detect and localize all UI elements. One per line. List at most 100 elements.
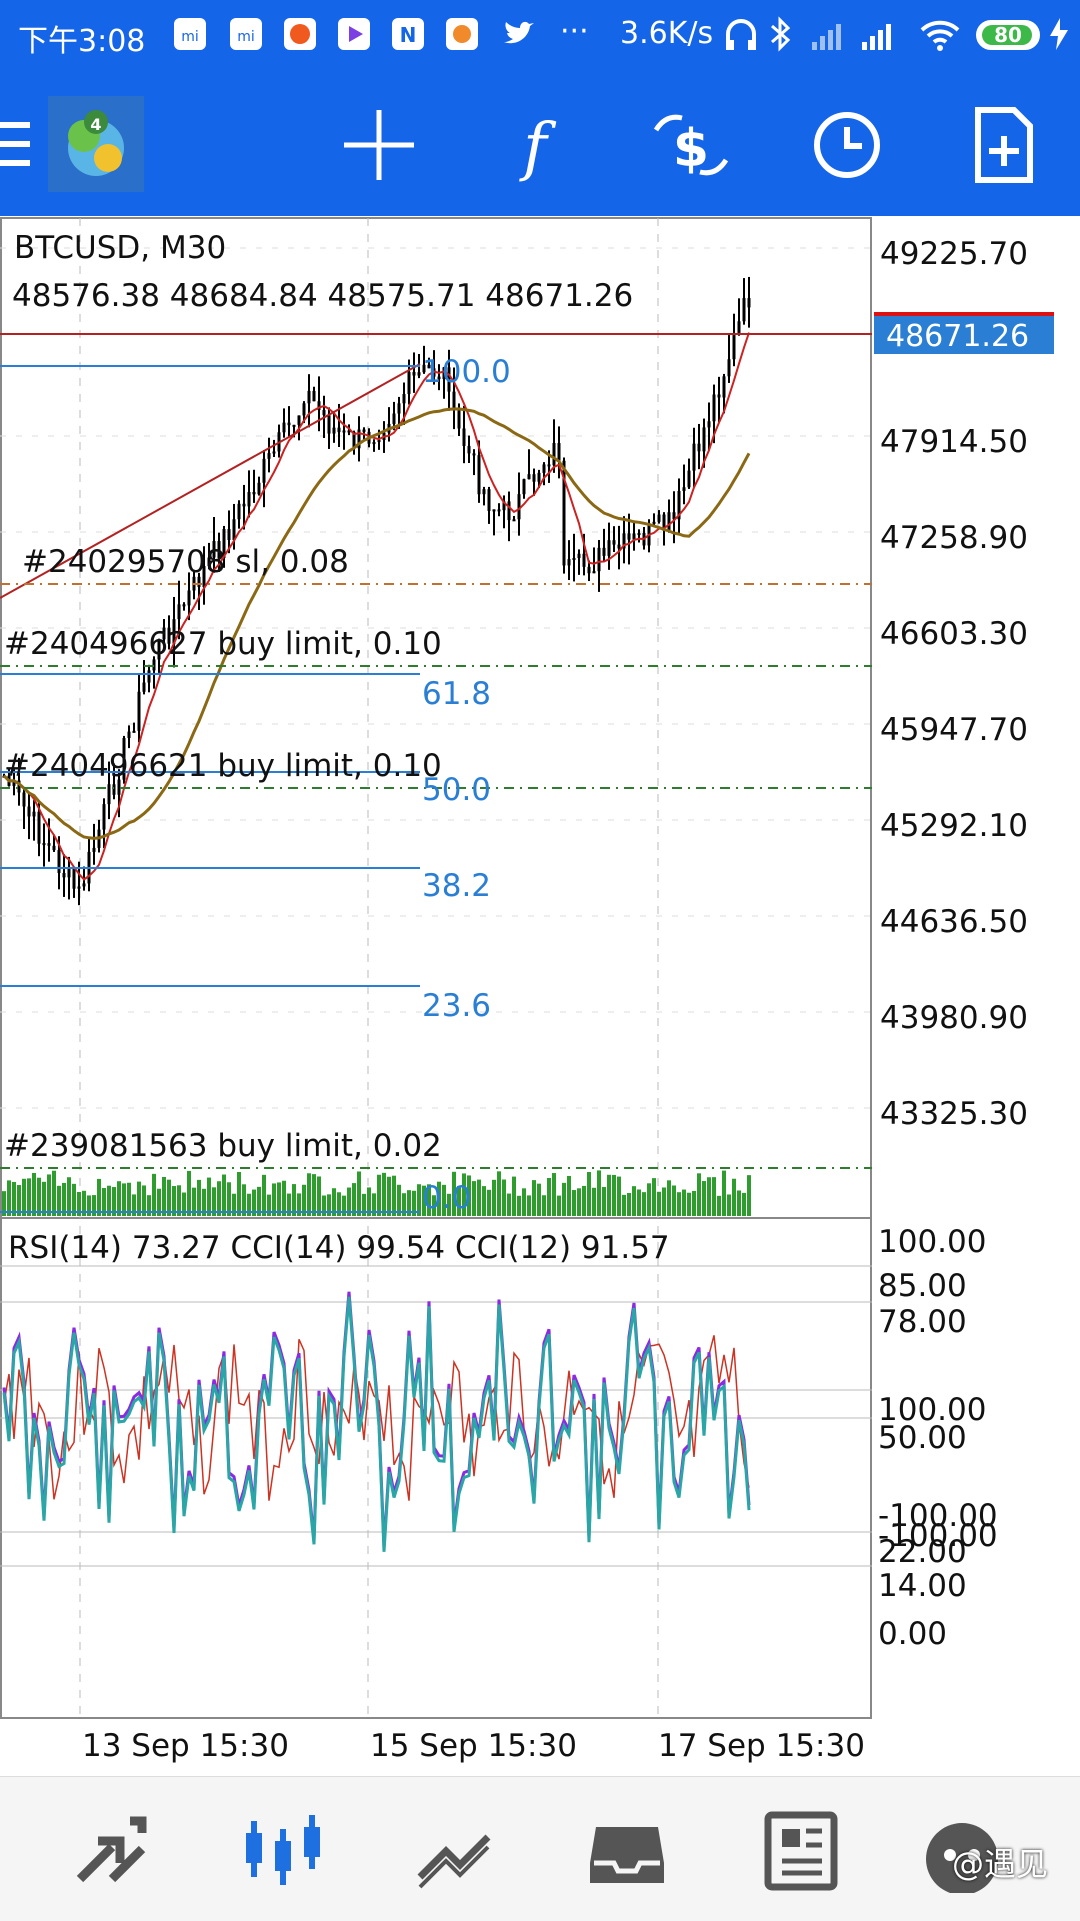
candle-body bbox=[407, 371, 411, 395]
volume-bar bbox=[592, 1187, 596, 1216]
indicator-tick: 0.00 bbox=[878, 1616, 947, 1652]
candle-body bbox=[157, 639, 161, 660]
candle-body bbox=[372, 442, 376, 445]
chart-candles-icon[interactable] bbox=[240, 1807, 326, 1893]
status-bar: 下午3:08 mi mi N ··· 3.6K/s 80 bbox=[0, 0, 1080, 72]
volume-bar bbox=[7, 1180, 11, 1216]
volume-bar bbox=[387, 1176, 391, 1216]
watermark: @遇见 bbox=[952, 1845, 1049, 1883]
volume-bar bbox=[622, 1194, 626, 1216]
candle-body bbox=[162, 627, 166, 640]
volume-bar bbox=[382, 1172, 386, 1216]
price-tick: 45947.70 bbox=[880, 712, 1028, 748]
clock-icon[interactable] bbox=[802, 100, 892, 190]
volume-bar bbox=[647, 1183, 651, 1216]
volume-bar bbox=[237, 1172, 241, 1216]
crosshair-icon[interactable] bbox=[334, 100, 424, 190]
menu-icon[interactable] bbox=[0, 116, 32, 172]
indicator-tick: 50.00 bbox=[878, 1420, 967, 1456]
candle-body bbox=[612, 540, 616, 545]
candle-body bbox=[617, 544, 621, 549]
volume-bar bbox=[602, 1187, 606, 1216]
volume-bar bbox=[442, 1184, 446, 1216]
chart-frame bbox=[0, 217, 872, 1719]
candle-body bbox=[447, 367, 451, 392]
candle-body bbox=[222, 529, 226, 559]
volume-bars bbox=[2, 1170, 751, 1216]
chart-area[interactable]: 48671.26 BTCUSD, M30 48576.38 48684.84 4… bbox=[0, 216, 1080, 1776]
candle-body bbox=[62, 873, 66, 878]
volume-bar bbox=[417, 1184, 421, 1216]
candle-body bbox=[742, 298, 746, 322]
candle-body bbox=[337, 427, 341, 433]
volume-bar bbox=[92, 1195, 96, 1216]
candle-body bbox=[132, 730, 136, 733]
volume-bar bbox=[102, 1188, 106, 1216]
indicator-header: RSI(14) 73.27 CCI(14) 99.54 CCI(12) 91.5… bbox=[8, 1230, 670, 1266]
wifi-icon bbox=[920, 20, 960, 51]
candle-body bbox=[272, 451, 276, 454]
new-order-icon[interactable] bbox=[958, 100, 1048, 190]
candle-body bbox=[422, 364, 426, 373]
candle-body bbox=[242, 503, 246, 507]
volume-bar bbox=[37, 1177, 41, 1216]
volume-bar bbox=[207, 1177, 211, 1216]
bird-app-icon bbox=[446, 18, 478, 50]
volume-bar bbox=[362, 1193, 366, 1216]
candle-body bbox=[362, 429, 366, 432]
candle-body bbox=[707, 421, 711, 428]
candle-body bbox=[552, 443, 556, 466]
trade-arrows-icon[interactable] bbox=[68, 1807, 154, 1893]
candle-body bbox=[722, 376, 726, 398]
volume-bar bbox=[597, 1170, 601, 1216]
volume-bar bbox=[472, 1181, 476, 1216]
cci14-line bbox=[2, 1291, 751, 1547]
price-chart[interactable]: 48671.26 BTCUSD, M30 48576.38 48684.84 4… bbox=[0, 216, 1080, 1776]
candle-body bbox=[317, 401, 321, 411]
volume-bar bbox=[107, 1185, 111, 1216]
candle-body bbox=[457, 409, 461, 429]
community-icon[interactable] bbox=[920, 1807, 1000, 1893]
news-icon[interactable] bbox=[756, 1807, 842, 1893]
inbox-icon[interactable] bbox=[584, 1807, 670, 1893]
candle-body bbox=[637, 533, 641, 536]
candle-body bbox=[22, 792, 26, 807]
volume-bar bbox=[352, 1183, 356, 1216]
candle-body bbox=[307, 390, 311, 404]
candle-body bbox=[687, 470, 691, 488]
time-tick: 17 Sep 15:30 bbox=[658, 1728, 865, 1764]
volume-bar bbox=[57, 1185, 61, 1216]
candle-body bbox=[312, 390, 316, 402]
svg-text:mi: mi bbox=[237, 29, 255, 45]
trade-icon[interactable]: $ bbox=[646, 100, 736, 190]
candle-body bbox=[52, 845, 56, 851]
trend-icon[interactable] bbox=[412, 1807, 498, 1893]
candle-body bbox=[262, 458, 266, 483]
candle-body bbox=[607, 540, 611, 556]
candle-body bbox=[247, 491, 251, 507]
volume-bar bbox=[507, 1193, 511, 1216]
volume-bar bbox=[457, 1185, 461, 1216]
candle-body bbox=[622, 533, 626, 549]
volume-bar bbox=[697, 1173, 701, 1216]
price-tick: 43980.90 bbox=[880, 1000, 1028, 1036]
candle-body bbox=[712, 394, 716, 422]
function-icon[interactable]: f bbox=[490, 100, 580, 190]
volume-bar bbox=[77, 1191, 81, 1216]
candle-body bbox=[17, 780, 21, 793]
volume-bar bbox=[437, 1181, 441, 1216]
price-axis: 49225.70 47914.50 47258.90 46603.30 4594… bbox=[880, 236, 1028, 1132]
volume-bar bbox=[657, 1191, 661, 1216]
candle-body bbox=[557, 443, 561, 461]
price-tick: 49225.70 bbox=[880, 236, 1028, 272]
fib-label: 23.6 bbox=[422, 988, 491, 1024]
indicator-tick: 100.00 bbox=[878, 1392, 986, 1428]
candle-body bbox=[632, 533, 636, 540]
candle-body bbox=[467, 445, 471, 454]
status-time: 下午3:08 bbox=[18, 24, 146, 59]
volume-bar bbox=[47, 1174, 51, 1216]
volume-bar bbox=[137, 1181, 141, 1216]
candle-body bbox=[442, 367, 446, 380]
volume-bar bbox=[552, 1173, 556, 1216]
volume-bar bbox=[282, 1180, 286, 1216]
